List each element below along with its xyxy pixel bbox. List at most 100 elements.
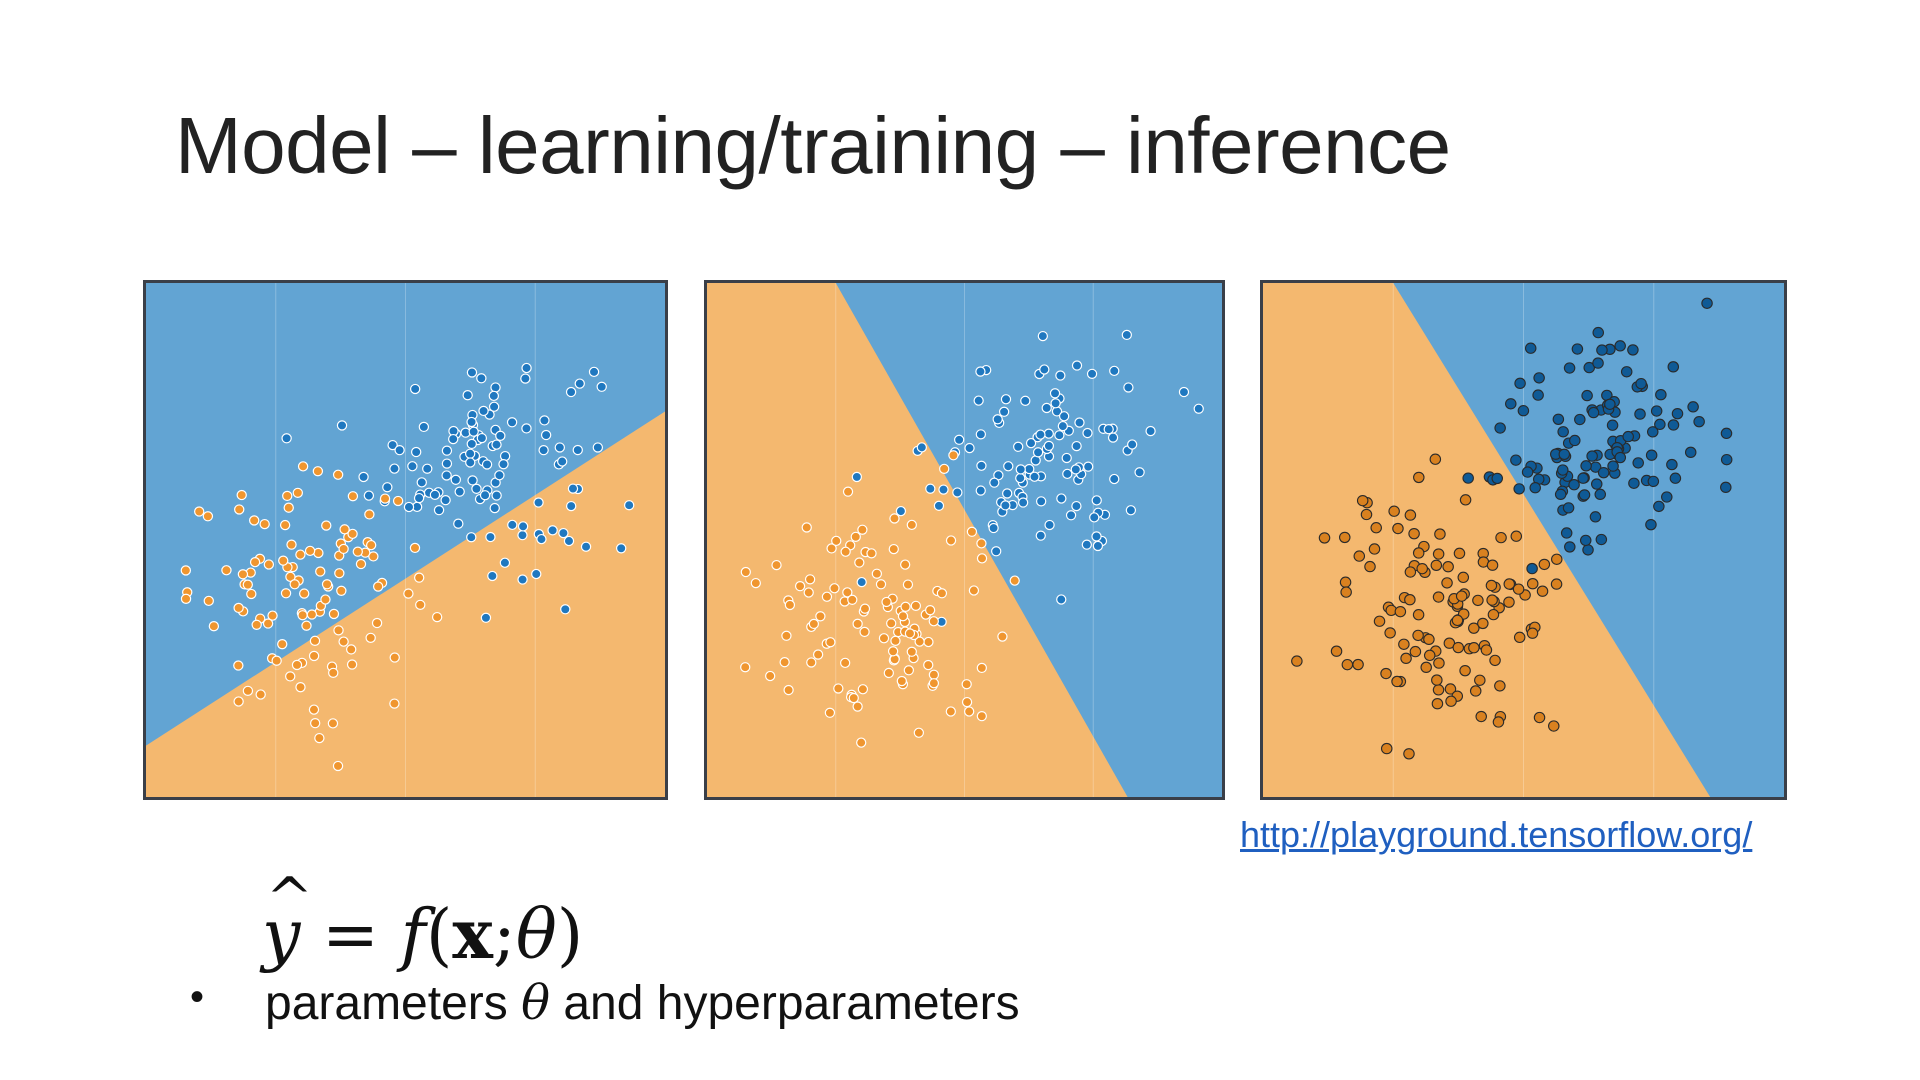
blue-data-point bbox=[1595, 533, 1608, 546]
blue-data-point bbox=[517, 521, 529, 532]
blue-data-point bbox=[554, 442, 565, 453]
orange-data-point bbox=[233, 602, 244, 614]
blue-data-point bbox=[394, 445, 405, 456]
orange-data-point bbox=[1370, 522, 1382, 534]
bullet-marker: • bbox=[190, 975, 205, 1019]
orange-data-point bbox=[961, 679, 972, 690]
blue-data-point bbox=[433, 505, 445, 516]
orange-data-point bbox=[897, 611, 909, 622]
orange-data-point bbox=[285, 671, 296, 682]
orange-data-point bbox=[1423, 633, 1435, 646]
blue-data-point bbox=[1107, 432, 1119, 443]
blue-data-point bbox=[1632, 457, 1644, 469]
blue-data-point bbox=[363, 490, 375, 501]
orange-data-point bbox=[826, 543, 837, 554]
blue-data-point bbox=[491, 490, 502, 501]
blue-data-point bbox=[466, 416, 477, 428]
orange-data-point bbox=[289, 579, 300, 590]
orange-data-point bbox=[859, 603, 871, 614]
blue-data-point bbox=[1134, 467, 1145, 478]
orange-data-point bbox=[180, 565, 192, 576]
blue-data-point bbox=[1583, 361, 1595, 374]
orange-data-point bbox=[1403, 748, 1415, 760]
blue-data-point bbox=[1533, 372, 1545, 384]
blue-data-point bbox=[1056, 594, 1067, 605]
orange-data-point bbox=[740, 566, 751, 578]
blue-data-point bbox=[952, 487, 963, 498]
orange-data-point bbox=[1474, 674, 1486, 686]
blue-data-point bbox=[916, 442, 927, 453]
orange-data-point bbox=[1430, 559, 1443, 571]
orange-data-point bbox=[771, 559, 782, 571]
blue-data-point bbox=[592, 442, 604, 453]
orange-data-point bbox=[890, 635, 901, 646]
orange-data-point bbox=[409, 542, 421, 554]
orange-data-point bbox=[1412, 609, 1425, 621]
orange-data-point bbox=[336, 585, 347, 596]
blue-data-point bbox=[448, 433, 459, 445]
orange-data-point bbox=[806, 657, 817, 668]
orange-region bbox=[1263, 283, 1711, 797]
blue-data-point bbox=[1044, 519, 1055, 531]
blue-data-point bbox=[1645, 449, 1658, 461]
orange-data-point bbox=[904, 628, 916, 639]
orange-data-point bbox=[906, 519, 917, 531]
blue-data-point bbox=[976, 460, 987, 471]
orange-data-point bbox=[291, 659, 303, 671]
orange-data-point bbox=[339, 524, 350, 535]
blue-data-point bbox=[1579, 534, 1592, 547]
bullet-text: parameters θ and hyperparameters bbox=[265, 975, 1020, 1031]
blue-data-point bbox=[560, 604, 571, 615]
orange-data-point bbox=[815, 611, 826, 622]
orange-data-point bbox=[1364, 560, 1376, 573]
formula-yhat: ^ y bbox=[262, 866, 313, 975]
blue-data-point bbox=[387, 439, 398, 451]
orange-data-point bbox=[1468, 642, 1480, 654]
blue-data-point bbox=[490, 382, 501, 393]
blue-data-point bbox=[1054, 430, 1065, 441]
orange-data-point bbox=[1442, 561, 1454, 573]
orange-data-point bbox=[1318, 532, 1331, 544]
orange-data-point bbox=[1477, 617, 1489, 630]
blue-data-point bbox=[1594, 488, 1607, 501]
orange-data-point bbox=[1459, 494, 1472, 506]
orange-data-point bbox=[906, 646, 917, 657]
orange-data-point bbox=[263, 559, 275, 570]
blue-data-point bbox=[1554, 488, 1567, 501]
blue-data-point bbox=[558, 527, 569, 539]
orange-data-point bbox=[1408, 527, 1420, 540]
blue-data-point bbox=[467, 475, 478, 486]
blue-data-point bbox=[464, 448, 476, 459]
orange-data-point bbox=[1388, 505, 1400, 517]
blue-data-point bbox=[489, 502, 500, 514]
orange-data-point bbox=[312, 466, 324, 477]
orange-data-point bbox=[856, 737, 867, 748]
orange-data-point bbox=[255, 689, 266, 700]
blue-data-point bbox=[1529, 482, 1541, 494]
tensorflow-playground-link[interactable]: http://playground.tensorflow.org/ bbox=[1240, 814, 1753, 855]
orange-data-point bbox=[888, 543, 899, 555]
blue-data-point bbox=[954, 434, 965, 445]
blue-data-point bbox=[1720, 481, 1732, 493]
blue-data-point bbox=[1557, 464, 1569, 476]
blue-data-point bbox=[563, 535, 575, 547]
blue-data-point bbox=[572, 444, 583, 456]
blue-data-point bbox=[1524, 342, 1537, 354]
blue-data-point bbox=[481, 459, 493, 470]
orange-data-point bbox=[1451, 614, 1464, 627]
orange-data-point bbox=[202, 511, 214, 522]
orange-data-point bbox=[1416, 562, 1428, 575]
orange-data-point bbox=[371, 617, 383, 629]
blue-data-point bbox=[1669, 472, 1682, 484]
blue-data-point bbox=[533, 497, 544, 508]
blue-data-point bbox=[1035, 429, 1046, 440]
orange-data-point bbox=[740, 662, 751, 673]
blue-data-point bbox=[1070, 464, 1081, 475]
orange-data-point bbox=[347, 528, 358, 540]
blue-data-point bbox=[1091, 495, 1102, 506]
blue-data-point bbox=[1568, 479, 1580, 491]
blue-data-point bbox=[281, 433, 292, 444]
orange-data-point bbox=[840, 657, 851, 669]
blue-data-point bbox=[466, 532, 477, 543]
